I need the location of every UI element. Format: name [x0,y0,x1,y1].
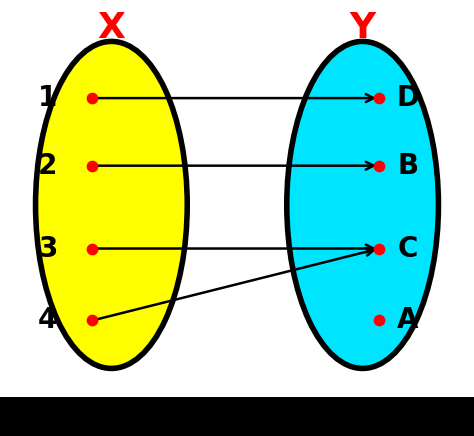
Text: 1: 1 [38,84,57,112]
Text: Y: Y [350,11,375,45]
Text: A: A [397,307,419,334]
Bar [0,397,474,436]
Text: 4: 4 [38,307,57,334]
Point [89,162,96,169]
Text: 2: 2 [38,152,57,180]
Point [375,95,383,102]
Text: 3: 3 [38,235,57,262]
Ellipse shape [36,41,187,368]
Text: B: B [397,152,418,180]
Point [375,245,383,252]
Text: C: C [398,235,418,262]
Text: D: D [396,84,419,112]
Point [375,317,383,324]
Point [89,317,96,324]
Point [375,162,383,169]
Text: X: X [98,11,125,45]
Point [89,95,96,102]
Point [89,245,96,252]
Ellipse shape [287,41,438,368]
